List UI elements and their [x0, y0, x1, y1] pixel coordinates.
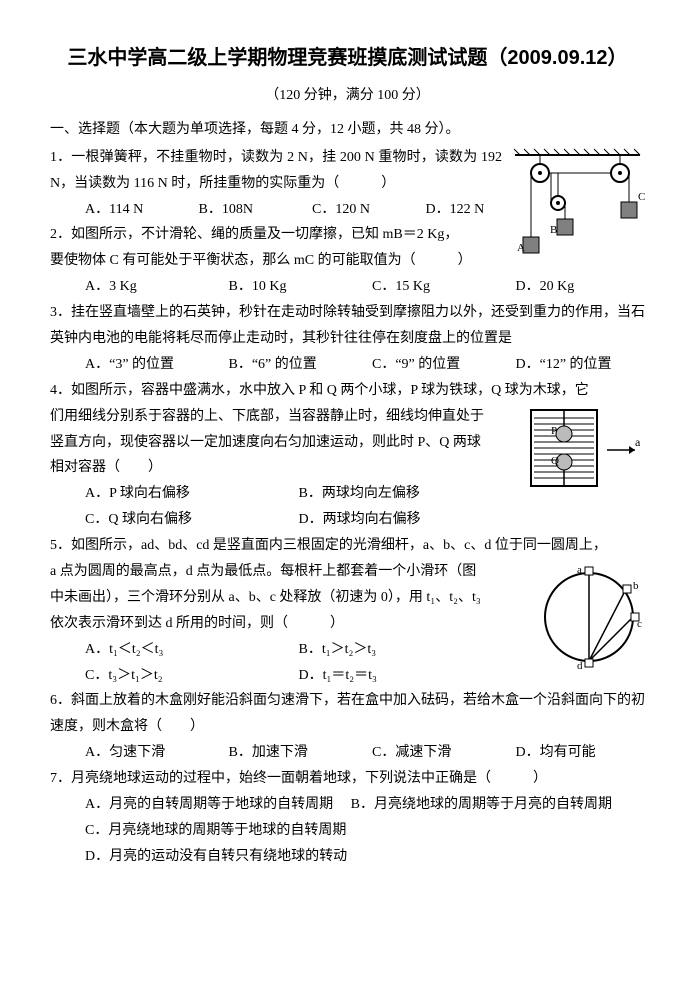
q5-line1: 5．如图所示，ad、bd、cd 是竖直面内三根固定的光滑细杆，a、b、c、d 位… — [50, 533, 645, 559]
page-title: 三水中学高二级上学期物理竞赛班摸底测试试题（2009.09.12） — [50, 40, 645, 77]
section-heading-1: 一、选择题（本大题为单项选择，每题 4 分，12 小题，共 48 分）。 — [50, 117, 645, 143]
q1-opt-c: C．120 N — [312, 197, 422, 223]
q2-opt-b: B．10 Kg — [229, 274, 369, 300]
q1-opt-b: B．108N — [199, 197, 309, 223]
q2-line2: 要使物体 C 有可能处于平衡状态，那么 mC 的可能取值为（ ） — [50, 248, 645, 274]
q2-line1: 2．如图所示，不计滑轮、绳的质量及一切摩擦，已知 mB＝2 Kg， — [50, 222, 645, 248]
q4-opt-b: B．两球均向左偏移 — [299, 481, 420, 507]
q6-options: A．匀速下滑 B．加速下滑 C．减速下滑 D．均有可能 — [50, 740, 645, 766]
q2-options: A．3 Kg B．10 Kg C．15 Kg D．20 Kg — [50, 274, 645, 300]
q6-opt-c: C．减速下滑 — [372, 740, 512, 766]
q4-opt-d: D．两球均向右偏移 — [299, 507, 421, 533]
q7-opt-ab: A．月亮的自转周期等于地球的自转周期 B．月亮绕地球的周期等于月亮的自转周期 — [50, 792, 645, 818]
q1-opt-a: A．114 N — [85, 197, 195, 223]
q2-opt-a: A．3 Kg — [85, 274, 225, 300]
q3-opt-d: D．“12” 的位置 — [516, 352, 612, 378]
q7-opt-b: B．月亮绕地球的周期等于月亮的自转周期 — [351, 792, 612, 818]
q5-opt-b: B．t₁＞t₂＞t₃ — [299, 637, 377, 663]
q1-opt-d: D．122 N — [426, 197, 485, 223]
q4-line4: 相对容器（ ） — [50, 455, 645, 481]
q3-opt-b: B．“6” 的位置 — [229, 352, 369, 378]
q4-opt-c: C．Q 球向右偏移 — [85, 507, 295, 533]
q2-opt-c: C．15 Kg — [372, 274, 512, 300]
q4-line3: 竖直方向，现使容器以一定加速度向右匀加速运动，则此时 P、Q 两球 — [50, 430, 645, 456]
q6-opt-d: D．均有可能 — [516, 740, 596, 766]
q5-opt-a: A．t₁＜t₂＜t₃ — [85, 637, 295, 663]
q6-opt-a: A．匀速下滑 — [85, 740, 225, 766]
q3-options: A．“3” 的位置 B．“6” 的位置 C．“9” 的位置 D．“12” 的位置 — [50, 352, 645, 378]
q4-opt-a: A．P 球向右偏移 — [85, 481, 295, 507]
q6-opt-b: B．加速下滑 — [229, 740, 369, 766]
q5-opt-c: C．t₃＞t₁＞t₂ — [85, 663, 295, 689]
page-subtitle: （120 分钟，满分 100 分） — [50, 83, 645, 109]
q3-opt-a: A．“3” 的位置 — [85, 352, 225, 378]
q4-line1: 4．如图所示，容器中盛满水，水中放入 P 和 Q 两个小球，P 球为铁球，Q 球… — [50, 378, 645, 404]
q3-opt-c: C．“9” 的位置 — [372, 352, 512, 378]
svg-text:d: d — [577, 660, 583, 672]
q5-line2: a 点为圆周的最高点，d 点为最低点。每根杆上都套着一个小滑环（图 — [50, 559, 645, 585]
q7-opt-c: C．月亮绕地球的周期等于地球的自转周期 — [50, 818, 645, 844]
q4-options-row2: C．Q 球向右偏移 D．两球均向右偏移 — [50, 507, 645, 533]
q4-line2: 们用细线分别系于容器的上、下底部，当容器静止时，细线均伸直处于 — [50, 404, 645, 430]
q7-opt-a: A．月亮的自转周期等于地球的自转周期 — [85, 792, 333, 818]
q3-text: 3．挂在竖直墙壁上的石英钟，秒针在走动时除转轴受到摩擦阻力以外，还受到重力的作用… — [50, 300, 645, 352]
q5-line4: 依次表示滑环到达 d 所用的时间，则（ ） — [50, 611, 645, 637]
q7-text: 7．月亮绕地球运动的过程中，始终一面朝着地球，下列说法中正确是（ ） — [50, 766, 645, 792]
q5-opt-d: D．t₁＝t₂＝t₃ — [299, 663, 377, 689]
q7-opt-d: D．月亮的运动没有自转只有绕地球的转动 — [50, 844, 645, 870]
q2-opt-d: D．20 Kg — [516, 274, 575, 300]
q1-text: 1．一根弹簧秤，不挂重物时，读数为 2 N，挂 200 N 重物时，读数为 19… — [50, 145, 645, 197]
q6-text: 6．斜面上放着的木盒刚好能沿斜面匀速滑下，若在盒中加入砝码，若给木盒一个沿斜面向… — [50, 688, 645, 740]
q5-line3: 中未画出），三个滑环分别从 a、b、c 处释放（初速为 0），用 t₁、t₂、t… — [50, 585, 645, 611]
